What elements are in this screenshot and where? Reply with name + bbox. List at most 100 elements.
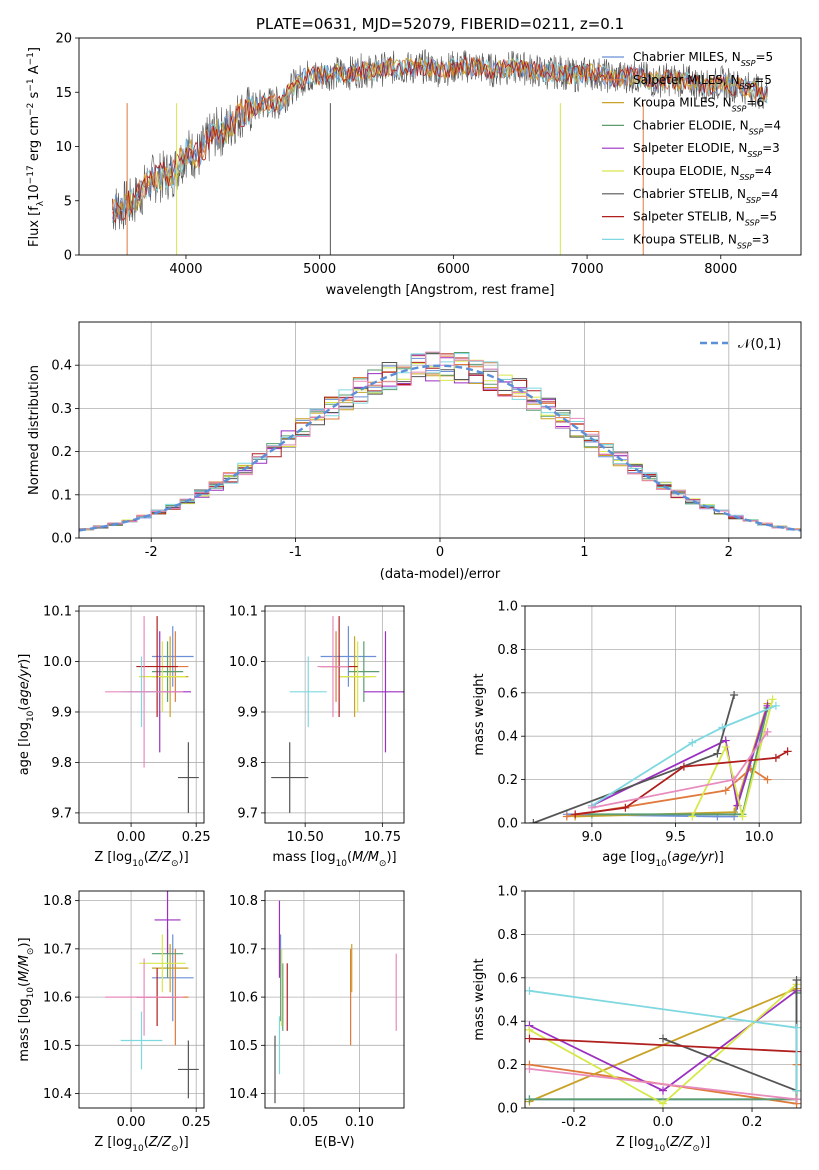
massweight-vs-z-marker-salpeter_stelib xyxy=(525,1034,534,1043)
hist-ytick-label: 0.3 xyxy=(51,402,72,417)
spectrum-ytick-label: 0 xyxy=(64,249,72,264)
mass-vs-ebv-ytick-label: 10.8 xyxy=(229,894,258,909)
massweight-vs-age-marker-salpeter_stelib xyxy=(621,803,630,812)
massweight-vs-age-marker-extra_pink xyxy=(730,775,739,784)
massweight-vs-z-marker-kroupa_elodie xyxy=(525,1025,534,1034)
age-vs-mass-xtick-label: 10.50 xyxy=(287,830,324,845)
massweight-vs-age-marker-kroupa_elodie xyxy=(738,812,747,821)
massweight-vs-age-marker-chabrier_stelib xyxy=(730,690,739,699)
massweight-vs-age-marker-chabrier_stelib xyxy=(529,819,538,823)
massweight-vs-age-marker-kroupa_stelib xyxy=(718,723,727,732)
massweight-vs-z-marker-kroupa_stelib xyxy=(792,1086,801,1095)
spectrum-xtick-label: 4000 xyxy=(169,262,202,277)
massweight-vs-age-marker-extra_pink xyxy=(587,803,596,812)
spectrum-ytick-label: 5 xyxy=(64,194,72,209)
hist-xtick-label: -1 xyxy=(289,545,302,560)
age-vs-mass-xtick-label: 10.75 xyxy=(364,830,401,845)
massweight-vs-z-line-salpeter_stelib xyxy=(529,1037,797,1053)
age-vs-z-plot-area xyxy=(105,616,199,813)
spectrum-legend-label: Kroupa STELIB, NSSP=3 xyxy=(633,232,769,250)
spectrum-ytick-label: 15 xyxy=(55,86,72,101)
spectrum-xtick-label: 5000 xyxy=(303,262,336,277)
hist-plot-area xyxy=(79,351,801,533)
massweight-vs-z-xtick-label: 0.2 xyxy=(742,1115,763,1130)
hist-ytick-label: 0.2 xyxy=(51,445,72,460)
massweight-vs-age-marker-chabrier_stelib xyxy=(713,749,722,758)
massweight-vs-age-ytick-label: 0.8 xyxy=(497,643,518,658)
massweight-vs-age-marker-salpeter_stelib xyxy=(771,753,780,762)
mass-vs-z-ytick-label: 10.6 xyxy=(43,991,72,1006)
massweight-vs-z-marker-salpeter_elodie xyxy=(659,1086,667,1095)
massweight-vs-age-marker-salpeter_miles xyxy=(721,786,730,795)
age-vs-z-xtick-label: 0.00 xyxy=(117,830,146,845)
massweight-vs-age-line-chabrier_stelib xyxy=(533,694,735,823)
hist-xtick-label: -2 xyxy=(145,545,158,560)
age-vs-z-xlabel: Z [log10(Z/Z⊙)] xyxy=(94,850,188,869)
hist-frame xyxy=(78,321,802,539)
mass-vs-z-ytick-label: 10.5 xyxy=(43,1039,72,1054)
massweight-vs-age-marker-kroupa_elodie xyxy=(688,812,697,821)
massweight-vs-z-marker-chabrier_elodie xyxy=(525,1095,534,1104)
hist-legend-label: 𝒩(0,1) xyxy=(738,337,781,352)
spectrum-ylabel: Flux [fλ10−17 erg cm−2 s−1 A−1] xyxy=(26,47,46,247)
mass-vs-ebv-ytick-label: 10.4 xyxy=(229,1087,258,1102)
age-vs-z-ytick-label: 9.8 xyxy=(51,756,72,771)
age-vs-z-xtick-label: 0.25 xyxy=(182,830,211,845)
massweight-vs-age-marker-salpeter_stelib xyxy=(679,762,688,771)
spectrum-xtick-label: 7000 xyxy=(571,262,604,277)
massweight-vs-z-ytick-label: 0.6 xyxy=(497,971,518,986)
figure-title: PLATE=0631, MJD=52079, FIBERID=0211, z=0… xyxy=(256,15,624,33)
massweight-vs-z-marker-extra_pink xyxy=(792,1095,801,1104)
massweight-vs-age-marker-kroupa_stelib xyxy=(771,701,780,710)
massweight-vs-z-marker-chabrier_stelib xyxy=(659,1034,667,1043)
massweight-vs-z-marker-kroupa_stelib xyxy=(792,1023,801,1032)
age-vs-mass-ytick-label: 9.7 xyxy=(237,806,258,821)
mass-vs-ebv-xlabel: E(B-V) xyxy=(314,1135,354,1150)
hist-xtick-label: 2 xyxy=(725,545,733,560)
spectrum-xtick-label: 8000 xyxy=(704,262,737,277)
massweight-vs-age-frame xyxy=(524,605,802,824)
massweight-vs-age-xlabel: age [log10(age/yr)] xyxy=(602,850,724,869)
age-vs-mass-frame xyxy=(264,605,405,824)
massweight-vs-age-line-salpeter_miles xyxy=(566,767,768,818)
massweight-vs-z-ytick-label: 0.4 xyxy=(497,1015,518,1030)
spectrum-xtick-label: 6000 xyxy=(437,262,470,277)
age-vs-z-ylabel: age [log10(age/yr)] xyxy=(17,654,36,776)
mass-vs-z-frame xyxy=(78,890,205,1109)
massweight-vs-z-xtick-label: 0.0 xyxy=(653,1115,674,1130)
age-vs-mass-ytick-label: 9.8 xyxy=(237,756,258,771)
spectrum-legend-label: Kroupa MILES, NSSP=6 xyxy=(633,96,764,114)
massweight-vs-age-ytick-label: 0.0 xyxy=(497,817,518,832)
mass-vs-ebv-ytick-label: 10.7 xyxy=(229,942,258,957)
hist-xlabel: (data-model)/error xyxy=(380,567,501,582)
mass-vs-z-plot-area xyxy=(105,891,199,1099)
mass-vs-ebv-ytick-label: 10.5 xyxy=(229,1039,258,1054)
mass-vs-ebv-ytick-label: 10.6 xyxy=(229,991,258,1006)
hist-xtick-label: 0 xyxy=(436,545,444,560)
massweight-vs-age-marker-salpeter_stelib xyxy=(571,810,580,819)
age-vs-z-ytick-label: 9.9 xyxy=(51,705,72,720)
mass-vs-ebv-plot-area xyxy=(274,900,397,1104)
mass-vs-z-ytick-label: 10.4 xyxy=(43,1087,72,1102)
mass-vs-ebv-frame xyxy=(264,890,405,1109)
mass-vs-z-xtick-label: 0.25 xyxy=(182,1115,211,1130)
spectrum-ytick-label: 20 xyxy=(55,32,72,47)
massweight-vs-z-marker-chabrier_stelib xyxy=(792,975,801,984)
massweight-vs-z-marker-kroupa_stelib xyxy=(525,986,534,995)
mass-vs-z-ytick-label: 10.7 xyxy=(43,942,72,957)
massweight-vs-age-ytick-label: 0.4 xyxy=(497,730,518,745)
age-vs-mass-ytick-label: 10.1 xyxy=(229,605,258,620)
massweight-vs-age-marker-kroupa_stelib xyxy=(688,738,697,747)
spectrum-legend-label: Salpeter ELODIE, NSSP=3 xyxy=(633,141,780,159)
spectrum-legend-label: Chabrier STELIB, NSSP=4 xyxy=(633,187,778,205)
age-vs-z-ytick-label: 10.1 xyxy=(43,605,72,620)
spectrum-legend-label: Chabrier ELODIE, NSSP=4 xyxy=(633,118,781,136)
hist-xtick-label: 1 xyxy=(580,545,588,560)
massweight-vs-age-ylabel: mass weight xyxy=(472,673,487,755)
age-vs-z-frame xyxy=(78,605,205,824)
massweight-vs-age-marker-extra_pink xyxy=(763,727,772,736)
massweight-vs-age-marker-salpeter_miles xyxy=(763,775,772,784)
age-vs-z-ytick-label: 10.0 xyxy=(43,655,72,670)
spectrum-line-chabrier_stelib xyxy=(112,49,768,231)
massweight-vs-z-ytick-label: 0.0 xyxy=(497,1102,518,1117)
